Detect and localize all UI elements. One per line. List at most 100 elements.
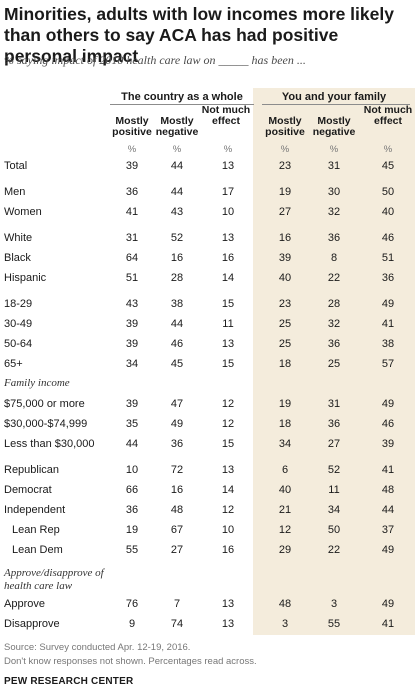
table-row: 18-29 43 38 15 23 28 49 (0, 294, 415, 314)
cell-value: 25 (278, 338, 292, 350)
cell-value: 13 (221, 232, 235, 244)
table-row: Black 64 16 16 39 8 51 (0, 248, 415, 268)
cell-value: 43 (170, 206, 184, 218)
cell-value: 16 (170, 484, 184, 496)
cell-value: 32 (327, 206, 341, 218)
cell-value: 27 (278, 206, 292, 218)
cell-value: 12 (278, 524, 292, 536)
cell-value: 72 (170, 464, 184, 476)
cell-value: 14 (221, 484, 235, 496)
table-row: Less than $30,000 44 36 15 34 27 39 (0, 434, 415, 454)
footnote: Don't know responses not shown. Percenta… (4, 656, 257, 667)
cell-value: 36 (327, 418, 341, 430)
cell-value: 39 (125, 318, 139, 330)
group-header-family: You and your family (281, 91, 387, 103)
row-label: 65+ (4, 358, 23, 370)
cell-value: 36 (170, 438, 184, 450)
cell-value: 41 (381, 464, 395, 476)
cell-value: 23 (278, 298, 292, 310)
cell-value: 51 (381, 252, 395, 264)
cell-value: 16 (221, 544, 235, 556)
col-header-country-positive: Mostly positive (112, 115, 152, 138)
cell-value: 44 (170, 160, 184, 172)
cell-value: 48 (381, 484, 395, 496)
cell-value: 7 (173, 598, 181, 610)
pct-unit: % (280, 144, 290, 155)
row-label: $75,000 or more (4, 398, 85, 410)
row-label: Lean Rep (12, 524, 60, 536)
cell-value: 52 (327, 464, 341, 476)
cell-value: 25 (278, 318, 292, 330)
row-label: 50-64 (4, 338, 33, 350)
cell-value: 34 (278, 438, 292, 450)
cell-value: 40 (278, 272, 292, 284)
cell-value: 13 (221, 338, 235, 350)
cell-value: 12 (221, 418, 235, 430)
row-label: 30-49 (4, 318, 33, 330)
table-row: Hispanic 51 28 14 40 22 36 (0, 268, 415, 288)
cell-value: 38 (381, 338, 395, 350)
cell-value: 55 (327, 618, 341, 630)
row-label: 18-29 (4, 298, 33, 310)
cell-value: 27 (327, 438, 341, 450)
cell-value: 19 (278, 186, 292, 198)
cell-value: 49 (381, 298, 395, 310)
cell-value: 66 (125, 484, 139, 496)
org-credit: PEW RESEARCH CENTER (4, 676, 134, 687)
table-row: Republican 10 72 13 6 52 41 (0, 460, 415, 480)
cell-value: 43 (125, 298, 139, 310)
cell-value: 36 (327, 338, 341, 350)
cell-value: 18 (278, 418, 292, 430)
col-header-country-noeffect: Not much effect (201, 104, 251, 127)
cell-value: 41 (125, 206, 139, 218)
cell-value: 11 (222, 318, 234, 330)
pct-unit: % (172, 144, 182, 155)
row-label: Approve (4, 598, 45, 610)
row-label: Disapprove (4, 618, 60, 630)
table-row: Lean Dem 55 27 16 29 22 49 (0, 540, 415, 560)
col-header-country-negative: Mostly negative (155, 115, 199, 138)
cell-value: 13 (221, 160, 235, 172)
cell-value: 46 (381, 232, 395, 244)
cell-value: 49 (381, 544, 395, 556)
row-label: Total (4, 160, 28, 172)
cell-value: 37 (381, 524, 395, 536)
cell-value: 50 (327, 524, 341, 536)
table-row: Independent 36 48 12 21 34 44 (0, 500, 415, 520)
table-row: Men 36 44 17 19 30 50 (0, 182, 415, 202)
cell-value: 29 (278, 544, 292, 556)
cell-value: 49 (381, 598, 395, 610)
family-column-shading (253, 88, 415, 635)
cell-value: 3 (281, 618, 289, 630)
cell-value: 40 (278, 484, 292, 496)
cell-value: 16 (170, 252, 184, 264)
cell-value: 44 (125, 438, 139, 450)
cell-value: 48 (170, 504, 184, 516)
cell-value: 31 (327, 398, 341, 410)
row-label: Republican (4, 464, 60, 476)
source-note: Source: Survey conducted Apr. 12-19, 201… (4, 642, 191, 653)
cell-value: 22 (327, 272, 341, 284)
cell-value: 34 (125, 358, 139, 370)
table-row: Disapprove 9 74 13 3 55 41 (0, 614, 415, 634)
row-label: Hispanic (4, 272, 47, 284)
row-label: White (4, 232, 33, 244)
chart-title: Minorities, adults with low incomes more… (4, 4, 394, 66)
cell-value: 13 (221, 598, 235, 610)
cell-value: 14 (221, 272, 235, 284)
cell-value: 12 (221, 504, 235, 516)
cell-value: 15 (221, 298, 235, 310)
table-row: $30,000-$74,999 35 49 12 18 36 46 (0, 414, 415, 434)
table-row: White 31 52 13 16 36 46 (0, 228, 415, 248)
cell-value: 76 (125, 598, 139, 610)
cell-value: 8 (330, 252, 338, 264)
chart-subtitle: % saying impact of 2010 health care law … (4, 53, 306, 67)
pct-unit: % (223, 144, 233, 155)
row-label: Independent (4, 504, 66, 516)
cell-value: 41 (381, 318, 395, 330)
cell-value: 47 (170, 398, 184, 410)
cell-value: 13 (221, 618, 235, 630)
cell-value: 28 (170, 272, 184, 284)
cell-value: 46 (170, 338, 184, 350)
cell-value: 19 (125, 524, 139, 536)
